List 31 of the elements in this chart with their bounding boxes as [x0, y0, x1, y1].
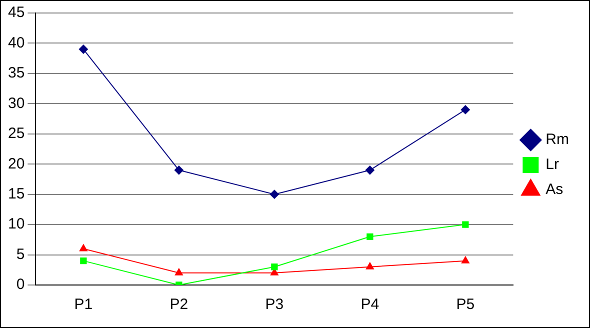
x-tick-label: P2 [170, 296, 188, 314]
y-tick-label: 25 [8, 125, 25, 142]
y-tick-label: 20 [8, 155, 25, 172]
y-tick-label: 0 [16, 276, 25, 294]
y-tick-label: 10 [8, 216, 25, 233]
point [366, 262, 374, 270]
x-tick-label: P5 [456, 296, 475, 314]
point [271, 264, 278, 270]
legend-label: Rm [546, 131, 569, 148]
y-tick-label: 5 [16, 246, 25, 263]
point [78, 44, 88, 54]
legend-label: Lr [546, 156, 560, 174]
point [270, 190, 279, 199]
y-tick-label: 15 [8, 185, 25, 202]
point [79, 244, 88, 252]
y-tick-label: 40 [8, 34, 25, 52]
point [365, 166, 374, 175]
y-tick-label: 45 [8, 4, 25, 22]
y-tick-label: 30 [8, 94, 25, 112]
x-tick-label: P1 [74, 296, 93, 314]
point [460, 105, 470, 114]
y-tick-label: 35 [8, 64, 25, 82]
point [174, 166, 184, 175]
point [462, 221, 469, 228]
point [80, 257, 87, 264]
point [461, 256, 470, 264]
point [366, 233, 374, 240]
x-tick-label: P4 [360, 296, 380, 314]
point [174, 268, 183, 276]
x-tick-label: P3 [265, 296, 284, 314]
legend-label: As [546, 181, 564, 198]
